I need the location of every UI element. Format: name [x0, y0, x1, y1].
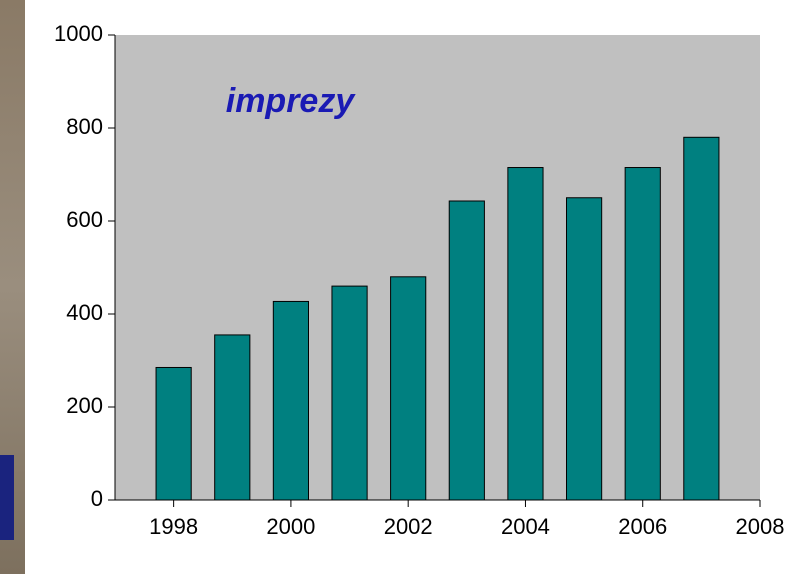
bar: [156, 367, 191, 500]
y-tick-label: 600: [66, 207, 103, 232]
y-tick-label: 1000: [54, 21, 103, 46]
x-tick-label: 2000: [266, 514, 315, 539]
bar: [567, 198, 602, 500]
x-tick-label: 2008: [736, 514, 785, 539]
bar: [508, 168, 543, 500]
bar: [625, 168, 660, 500]
bar: [684, 137, 719, 500]
bar: [215, 335, 250, 500]
x-tick-label: 2002: [384, 514, 433, 539]
y-tick-label: 0: [91, 486, 103, 511]
y-tick-label: 200: [66, 393, 103, 418]
x-tick-label: 2004: [501, 514, 550, 539]
plot-area: [115, 35, 760, 500]
decoration: [0, 455, 14, 540]
bar: [273, 301, 308, 500]
chart-title: imprezy: [226, 82, 357, 120]
y-tick-label: 400: [66, 300, 103, 325]
chart: imprezy 0 200 400 600 800 1000 1998 2000 2002 200…: [0, 0, 796, 574]
x-tick-label: 2006: [618, 514, 667, 539]
bar: [391, 277, 426, 500]
bar: [332, 286, 367, 500]
x-tick-label: 1998: [149, 514, 198, 539]
y-tick-label: 800: [66, 114, 103, 139]
bar: [449, 201, 484, 500]
